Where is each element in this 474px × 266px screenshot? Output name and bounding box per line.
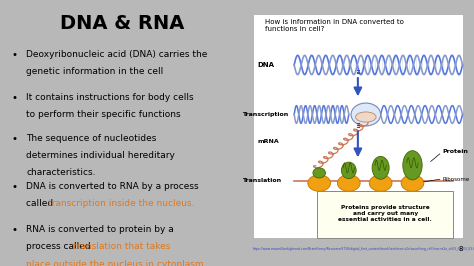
Text: •: • (12, 225, 18, 235)
Text: •: • (12, 50, 18, 60)
Ellipse shape (308, 175, 330, 191)
Text: DNA is converted to RNA by a process: DNA is converted to RNA by a process (27, 182, 199, 191)
Text: Transcription: Transcription (242, 112, 288, 117)
Text: Proteins provide structure
and carry out many
essential activities in a cell.: Proteins provide structure and carry out… (338, 205, 432, 222)
Text: •: • (12, 93, 18, 103)
Ellipse shape (356, 112, 376, 122)
Ellipse shape (351, 103, 381, 126)
Ellipse shape (403, 151, 422, 180)
Ellipse shape (401, 175, 424, 191)
Text: place outside the nucleus in cytoplasm.: place outside the nucleus in cytoplasm. (27, 260, 207, 266)
Text: DNA & RNA: DNA & RNA (60, 14, 184, 33)
Text: RNA is converted to protein by a: RNA is converted to protein by a (27, 225, 174, 234)
Text: It contains instructions for body cells: It contains instructions for body cells (27, 93, 194, 102)
Text: Translation: Translation (242, 178, 281, 183)
FancyBboxPatch shape (317, 191, 454, 238)
Text: genetic information in the cell: genetic information in the cell (27, 67, 164, 76)
Text: DNA: DNA (258, 62, 275, 68)
Text: called: called (27, 199, 56, 208)
Text: translation that takes: translation that takes (73, 242, 170, 251)
Text: Ribosome: Ribosome (442, 177, 469, 182)
Text: process called: process called (27, 242, 94, 251)
Ellipse shape (337, 175, 360, 191)
Text: to perform their specific functions: to perform their specific functions (27, 110, 181, 119)
Ellipse shape (341, 162, 356, 179)
Ellipse shape (369, 175, 392, 191)
Text: •: • (12, 182, 18, 192)
Text: mRNA: mRNA (258, 139, 280, 144)
Text: transcription inside the nucleus.: transcription inside the nucleus. (48, 199, 195, 208)
Text: determines individual hereditary: determines individual hereditary (27, 151, 175, 160)
Text: The sequence of nucleotides: The sequence of nucleotides (27, 134, 157, 143)
Ellipse shape (372, 156, 389, 179)
Text: https://www.macmillanhighered.com/BrainHoney/Resource/6716/digital_first_content: https://www.macmillanhighered.com/BrainH… (253, 247, 474, 251)
Text: How is information in DNA converted to
functions in cell?: How is information in DNA converted to f… (264, 19, 403, 32)
Text: •: • (12, 134, 18, 144)
FancyBboxPatch shape (253, 14, 463, 238)
Text: Deoxyribonucleic acid (DNA) carries the: Deoxyribonucleic acid (DNA) carries the (27, 50, 208, 59)
Ellipse shape (313, 168, 326, 178)
Text: 8: 8 (458, 246, 463, 252)
Text: Protein: Protein (442, 149, 468, 154)
Text: characteristics.: characteristics. (27, 168, 96, 177)
